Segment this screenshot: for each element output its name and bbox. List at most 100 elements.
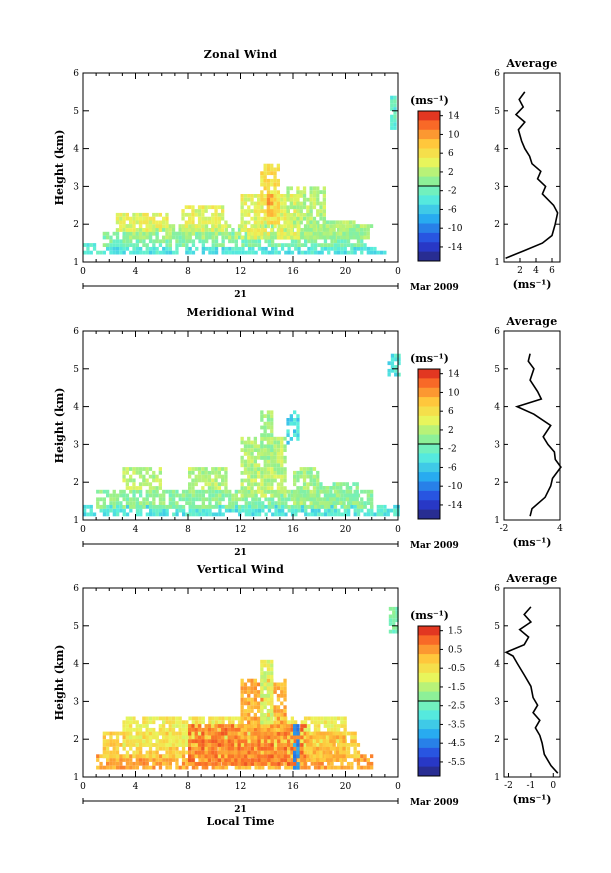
heatmap-cell [197,205,202,210]
heatmap-cell [132,501,136,505]
heatmap-cell [139,246,143,251]
heatmap-cell [273,490,277,494]
heatmap-cell [207,743,212,747]
heatmap-cell [316,478,320,483]
heatmap-cell [227,750,231,755]
heatmap-cell [283,205,287,210]
heatmap-cell [266,697,271,702]
heatmap-cell [330,720,334,725]
heatmap-cell [316,186,320,191]
heatmap-cell [283,712,287,717]
heatmap-cell [185,235,189,240]
heatmap-cell [230,739,235,744]
heatmap-cell [257,452,261,456]
heatmap-cell [221,754,225,759]
heatmap-cell [271,501,275,505]
heatmap-cell [266,205,271,210]
heatmap-cell [122,731,126,736]
heatmap-cell [195,512,199,517]
heatmap-cell [119,743,123,747]
heatmap-cell [329,228,333,232]
heatmap-cell [247,232,251,236]
heatmap-cell [276,728,281,732]
heatmap-cell [138,212,143,217]
heatmap-cell [201,497,205,502]
heatmap-cell [243,228,248,232]
heatmap-cell [243,686,248,691]
heatmap-cell [322,220,326,225]
heatmap-cell [257,693,261,698]
heatmap-cell [197,220,202,225]
average-unit-label: (ms⁻¹) [513,536,552,549]
heatmap-cell [205,731,209,736]
heatmap-cell [221,216,225,221]
heatmap-cell [333,243,337,247]
heatmap-cell [142,761,146,766]
heatmap-cell [181,493,186,498]
heatmap-cell [270,697,274,702]
heatmap-cell [271,239,275,244]
heatmap-cell [191,762,195,766]
heatmap-cell [319,743,323,747]
heatmap-cell [217,205,221,210]
y-tick-label: 5 [73,622,79,632]
heatmap-cell [284,243,288,247]
average-unit-label: (ms⁻¹) [513,278,552,291]
heatmap-cell [316,750,320,755]
heatmap-cell [207,474,212,479]
heatmap-cell [135,735,139,740]
heatmap-cell [261,750,265,755]
heatmap-cell [165,508,169,513]
heatmap-cell [337,512,341,517]
heatmap-cell [350,243,354,247]
heatmap-cell [287,250,291,255]
heatmap-cell [286,213,290,217]
heatmap-cell [333,750,337,755]
heatmap-cell [360,505,364,509]
heatmap-cell [264,246,268,251]
heatmap-cell [181,765,186,770]
heatmap-cell [135,746,139,751]
heatmap-cell [234,497,238,502]
heatmap-cell [312,228,316,232]
y-tick-label: 6 [73,584,79,594]
heatmap-cell [102,512,107,517]
heatmap-cell [330,243,334,247]
heatmap-cell [290,250,295,255]
y-axis-label: Height (km) [53,645,66,721]
heatmap-cell [360,758,364,762]
heatmap-cell [300,746,304,751]
heatmap-cell [251,512,255,517]
heatmap-cell [112,765,116,770]
heatmap-cell [115,239,120,244]
heatmap-cell [289,197,293,202]
heatmap-cell [273,220,277,225]
heatmap-cell [286,205,290,210]
heatmap-cell [106,765,110,770]
heatmap-cell [214,250,219,255]
average-y-tick-label: 3 [494,697,500,707]
heatmap-cell [155,754,159,759]
heatmap-cell [195,716,199,721]
heatmap-cell [343,720,347,725]
heatmap-cell [254,758,258,763]
heatmap-cell [116,508,120,513]
heatmap-cell [322,739,326,743]
heatmap-cell [270,209,274,213]
heatmap-cell [289,437,293,441]
heatmap-cell [240,220,244,225]
heatmap-cell [254,512,258,517]
heatmap-cell [283,758,287,763]
heatmap-cell [224,750,228,755]
heatmap-cell [237,743,241,747]
heatmap-cell [287,724,291,728]
heatmap-cell [106,754,110,759]
heatmap-cell [260,171,264,176]
heatmap-cell [280,201,284,206]
heatmap-cell [148,220,153,225]
heatmap-cell [276,197,280,202]
heatmap-cell [263,444,267,449]
heatmap-cell [316,497,320,502]
heatmap-cell [125,724,129,728]
heatmap-cell [224,250,229,255]
